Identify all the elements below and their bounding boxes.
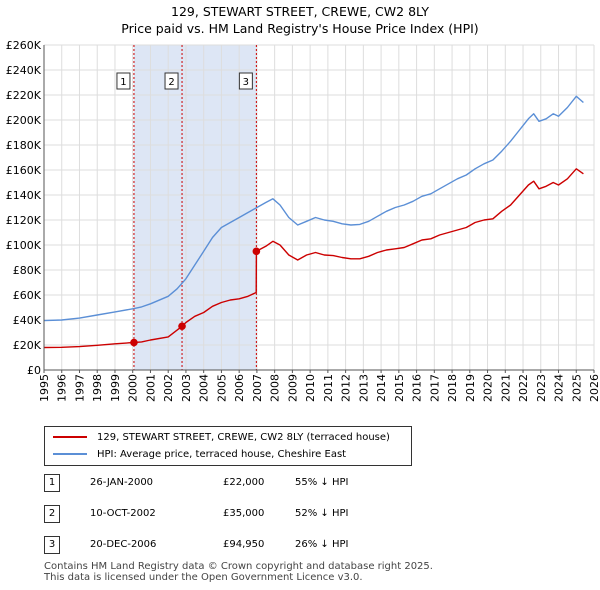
x-tick-label: 2012: [340, 374, 353, 402]
transaction-label-box: [116, 72, 131, 90]
x-tick-label: 1995: [38, 374, 51, 402]
table-row: 3 20-DEC-2006 £94,950 26% ↓ HPI: [40, 536, 440, 556]
transaction-hpi-diff: 26% ↓ HPI: [295, 539, 349, 550]
table-row: 2 10-OCT-2002 £35,000 52% ↓ HPI: [40, 505, 440, 525]
y-tick-label: £120K: [6, 214, 42, 227]
transaction-price: £35,000: [223, 508, 265, 519]
x-tick-label: 2020: [482, 374, 495, 402]
x-tick-label: 2024: [553, 374, 566, 402]
x-tick-label: 2006: [233, 374, 246, 402]
x-tick-label: 2023: [535, 374, 548, 402]
footer-line-1: Contains HM Land Registry data © Crown c…: [44, 561, 433, 572]
x-tick-label: 2003: [180, 374, 193, 402]
y-tick-label: £140K: [6, 189, 42, 202]
chart-title: 129, STEWART STREET, CREWE, CW2 8LY: [171, 4, 429, 19]
x-tick-label: 2021: [499, 374, 512, 402]
x-tick-label: 2022: [517, 374, 530, 402]
price-chart: 1 2 3 £0 £20K £40K £60K £80K £100K £120K £140K £160…: [6, 39, 600, 402]
y-tick-label: £60K: [13, 289, 42, 302]
transaction-marker-label: 3: [44, 536, 60, 554]
y-tick-label: £180K: [6, 139, 42, 152]
y-tick-label: £20K: [13, 339, 42, 352]
x-tick-label: 2015: [393, 374, 406, 402]
transaction-label-box: [164, 72, 179, 90]
transaction-label: 2: [168, 77, 174, 88]
transaction-point: [252, 247, 261, 256]
y-tick-label: £160K: [6, 164, 42, 177]
y-tick-label: £40K: [13, 314, 42, 327]
x-tick-label: 2002: [162, 374, 175, 402]
y-tick-label: £100K: [6, 239, 42, 252]
transaction-label-box: [238, 72, 253, 90]
x-tick-label: 2005: [215, 374, 228, 402]
transaction-label: 3: [243, 77, 249, 88]
x-tick-label: 2011: [322, 374, 335, 402]
x-tick-label: 2014: [375, 374, 388, 402]
y-tick-label: £240K: [6, 64, 42, 77]
table-row: 1 26-JAN-2000 £22,000 55% ↓ HPI: [40, 474, 440, 494]
x-tick-label: 2008: [269, 374, 282, 402]
x-tick-label: 2010: [304, 374, 317, 402]
y-tick-label: £260K: [6, 39, 42, 52]
x-tick-label: 2004: [198, 374, 211, 402]
chart-subtitle: Price paid vs. HM Land Registry's House …: [121, 21, 479, 36]
transaction-date: 26-JAN-2000: [90, 477, 154, 488]
x-tick-label: 2009: [286, 374, 299, 402]
legend-item-hpi: HPI: Average price, terraced house, Ches…: [53, 446, 346, 462]
transaction-point: [178, 322, 186, 331]
transaction-marker-label: 1: [44, 474, 60, 492]
x-tick-label: 2017: [428, 374, 441, 402]
legend-label-property: 129, STEWART STREET, CREWE, CW2 8LY (ter…: [97, 431, 390, 443]
y-tick-label: £200K: [6, 114, 42, 127]
x-tick-label: 2025: [570, 374, 583, 402]
transaction-marker-label: 2: [44, 505, 60, 523]
x-tick-label: 2016: [411, 374, 424, 402]
transaction-hpi-diff: 55% ↓ HPI: [295, 477, 349, 488]
transaction-hpi-diff: 52% ↓ HPI: [295, 508, 349, 519]
x-tick-label: 2007: [251, 374, 264, 402]
transaction-label: 1: [120, 77, 126, 88]
legend-item-property: 129, STEWART STREET, CREWE, CW2 8LY (ter…: [53, 429, 390, 445]
ownership-shade: [133, 45, 257, 370]
x-tick-label: 1999: [109, 374, 122, 402]
x-tick-label: 2001: [144, 374, 157, 402]
legend-swatch-property: [53, 436, 87, 438]
x-tick-label: 1996: [56, 374, 69, 402]
series-line-hpi: [43, 95, 584, 322]
y-tick-label: £220K: [6, 89, 42, 102]
footer-line-2: This data is licensed under the Open Gov…: [44, 572, 363, 583]
transaction-price: £94,950: [223, 539, 265, 550]
x-tick-label: 2018: [446, 374, 459, 402]
x-tick-label: 1997: [73, 374, 86, 402]
legend-label-hpi: HPI: Average price, terraced house, Ches…: [97, 448, 347, 460]
transaction-point: [130, 338, 138, 347]
x-tick-label: 2013: [357, 374, 370, 402]
y-tick-label: £80K: [13, 264, 42, 277]
transaction-price: £22,000: [223, 477, 265, 488]
x-tick-label: 1998: [91, 374, 104, 402]
transaction-date: 10-OCT-2002: [90, 508, 156, 519]
x-tick-label: 2026: [588, 374, 600, 402]
x-tick-label: 2019: [464, 374, 477, 402]
plot-area: [44, 45, 594, 370]
chart-legend: 129, STEWART STREET, CREWE, CW2 8LY (ter…: [44, 426, 412, 466]
legend-swatch-hpi: [53, 453, 87, 455]
transaction-date: 20-DEC-2006: [90, 539, 157, 550]
y-tick-label: £0: [27, 364, 41, 377]
footer-attribution: Contains HM Land Registry data © Crown c…: [44, 561, 433, 583]
x-tick-label: 2000: [127, 374, 140, 402]
